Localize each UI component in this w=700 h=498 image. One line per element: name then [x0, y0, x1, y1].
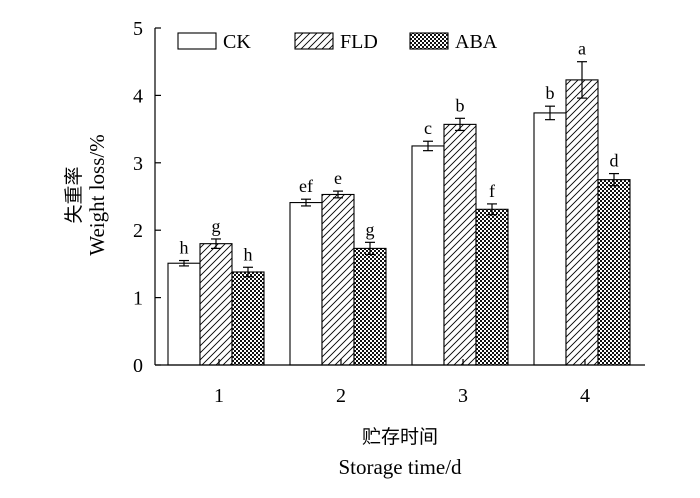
y-tick-label: 4: [133, 85, 143, 107]
significance-letter: g: [366, 219, 375, 239]
significance-letter: a: [578, 39, 586, 59]
x-axis-title-cn: 贮存时间: [362, 426, 438, 448]
significance-letter: g: [212, 216, 221, 236]
legend-label-ck: CK: [223, 31, 251, 53]
bar-fld: [199, 243, 233, 366]
bar-ck: [289, 202, 323, 366]
significance-letter: b: [456, 95, 465, 115]
bar-fld: [565, 79, 599, 366]
bar-fld: [321, 193, 355, 366]
bar-fld: [443, 123, 477, 366]
y-tick-label: 0: [133, 355, 143, 377]
significance-letter: c: [424, 118, 432, 138]
bar-ck: [167, 262, 201, 366]
y-ticks: 0 1 2 3 4 5: [133, 18, 161, 377]
legend-swatch-fld: [294, 32, 334, 50]
x-ticks: 1 2 3 4: [214, 359, 590, 407]
significance-letter: h: [244, 244, 253, 264]
legend: CK FLD ABA: [177, 31, 498, 53]
legend-label-aba: ABA: [455, 31, 498, 53]
legend-label-fld: FLD: [340, 31, 378, 53]
significance-letter: d: [610, 151, 619, 171]
legend-swatch-aba: [409, 32, 449, 50]
x-tick-label: 1: [214, 385, 224, 407]
y-tick-label: 5: [133, 18, 143, 40]
y-axis-title: Weight loss/%: [85, 134, 109, 255]
bar-ck: [411, 145, 445, 366]
bar-ck: [533, 112, 567, 366]
x-axis-title: Storage time/d: [338, 455, 462, 479]
x-tick-label: 2: [336, 385, 346, 407]
bar-aba: [597, 179, 631, 366]
significance-letter: b: [546, 83, 555, 103]
legend-swatch-ck: [177, 32, 217, 50]
x-tick-label: 3: [458, 385, 468, 407]
error-bars-layer: [179, 61, 619, 278]
significance-letter: h: [180, 238, 189, 258]
significance-letter: f: [489, 181, 495, 201]
y-tick-label: 2: [133, 220, 143, 242]
bar-aba: [353, 247, 387, 366]
bar-aba: [231, 271, 265, 366]
significance-letters-layer: h g h ef e g c b f b a d: [180, 39, 619, 265]
bars-layer: [167, 79, 631, 366]
y-axis-title-cn: 失重率: [63, 166, 85, 223]
y-tick-label: 3: [133, 153, 143, 175]
x-tick-label: 4: [580, 385, 590, 407]
significance-letter: ef: [299, 176, 313, 196]
significance-letter: e: [334, 168, 342, 188]
y-tick-label: 1: [133, 288, 143, 310]
bar-aba: [475, 208, 509, 366]
